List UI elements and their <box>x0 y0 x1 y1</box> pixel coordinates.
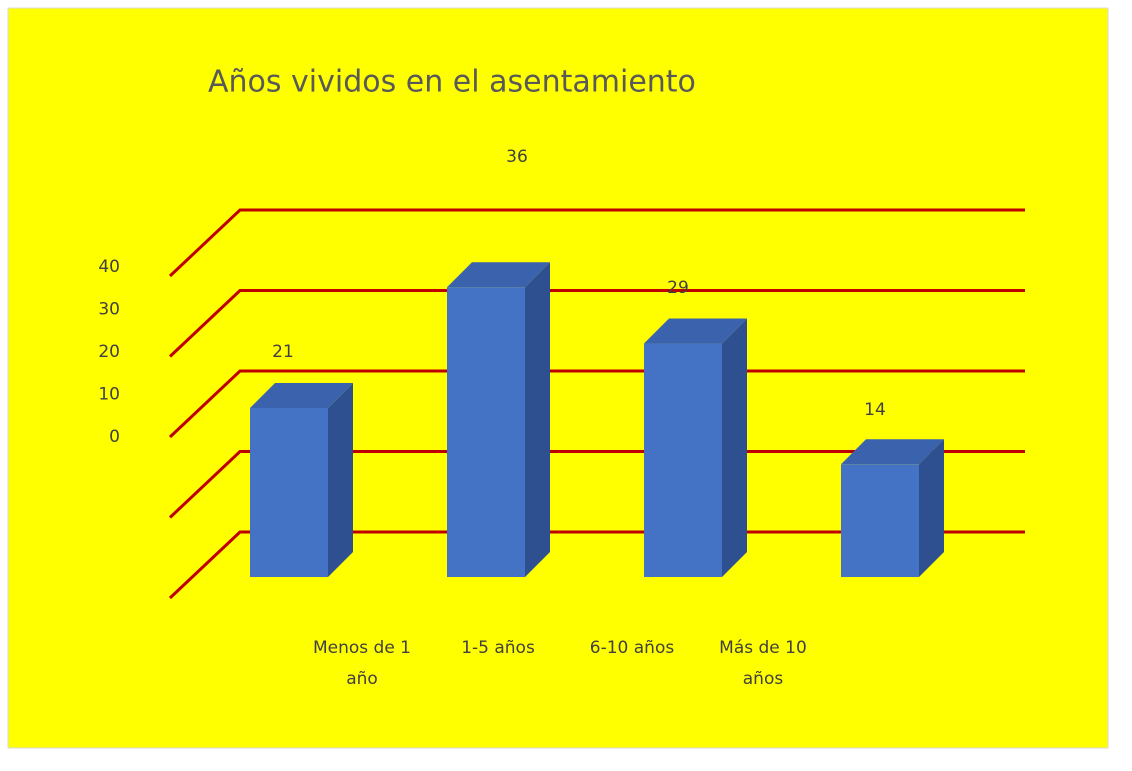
bar <box>447 287 525 577</box>
x-tick-label: Más de 10 años <box>719 638 807 689</box>
y-tick-label: 10 <box>98 385 120 405</box>
y-tick-label: 20 <box>98 342 120 362</box>
x-tick-label: 1-5 años <box>461 638 535 658</box>
bar <box>250 407 328 577</box>
grid-line <box>168 450 1025 519</box>
bar <box>644 343 722 577</box>
data-label: 21 <box>272 342 294 362</box>
bar-top <box>250 382 353 408</box>
x-tick-label: 6-10 años <box>589 638 675 658</box>
bar-side <box>525 262 550 577</box>
bar-side <box>919 439 944 577</box>
bar-top <box>841 439 944 465</box>
y-tick-label: 0 <box>109 427 120 447</box>
data-label: 14 <box>864 400 886 420</box>
y-tick-label: 40 <box>98 257 120 277</box>
bar <box>841 464 919 577</box>
grid-line <box>168 289 1025 358</box>
data-label: 29 <box>667 278 689 298</box>
bar-top <box>447 262 550 288</box>
grid-line <box>168 530 1025 600</box>
y-tick-label: 30 <box>98 300 120 320</box>
data-label: 36 <box>506 147 528 167</box>
bar-side <box>328 382 353 577</box>
bar-top <box>644 318 747 344</box>
bar-side <box>722 318 747 577</box>
x-tick-label: Menos de 1 año <box>312 638 412 689</box>
chart-area <box>7 7 1109 749</box>
grid-line <box>168 369 1025 439</box>
grid-line <box>168 208 1025 278</box>
chart-title: Años vividos en el asentamiento <box>208 65 696 100</box>
